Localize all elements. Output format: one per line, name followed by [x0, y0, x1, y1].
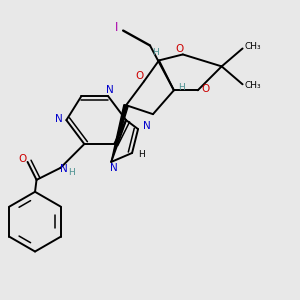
Text: H: H [138, 150, 144, 159]
Text: O: O [18, 154, 26, 164]
Text: N: N [106, 85, 114, 95]
Text: O: O [175, 44, 183, 54]
Text: I: I [115, 21, 118, 34]
Text: N: N [110, 163, 118, 173]
Text: CH₃: CH₃ [244, 81, 261, 90]
Text: N: N [55, 114, 63, 124]
Text: H: H [153, 49, 159, 58]
Text: O: O [201, 84, 209, 94]
Polygon shape [111, 105, 128, 162]
Text: H: H [178, 83, 185, 92]
Text: CH₃: CH₃ [244, 43, 261, 52]
Text: H: H [68, 168, 75, 177]
Text: N: N [59, 164, 67, 174]
Text: N: N [142, 121, 150, 130]
Text: O: O [135, 71, 144, 81]
